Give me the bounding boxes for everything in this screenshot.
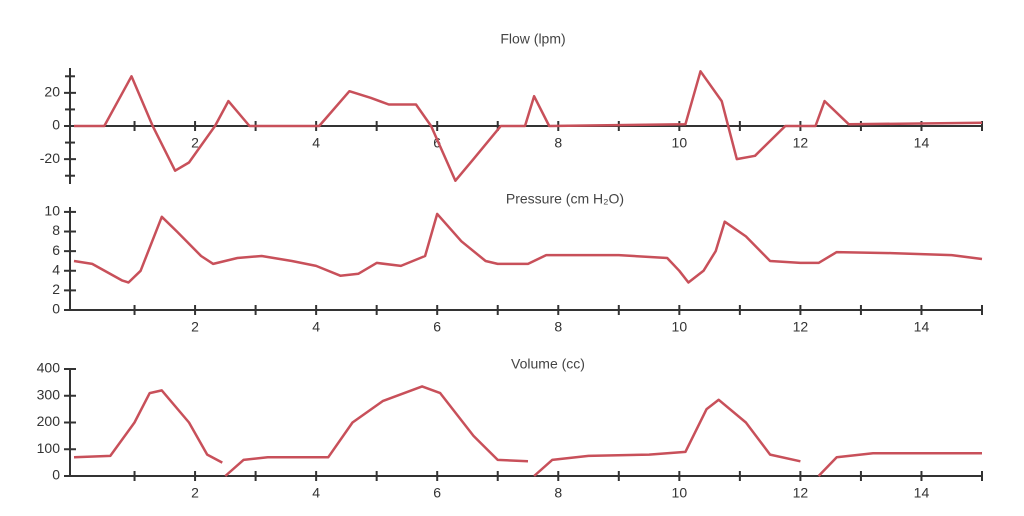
panel-title: Volume (cc) — [511, 356, 585, 372]
y-tick-label: 0 — [52, 117, 60, 133]
y-tick-label: 2 — [52, 281, 60, 297]
x-tick-label: 8 — [554, 135, 562, 151]
x-tick-label: 10 — [672, 485, 688, 501]
y-tick-label: 8 — [52, 222, 60, 238]
x-tick-label: 14 — [914, 485, 930, 501]
x-tick-label: 8 — [554, 485, 562, 501]
x-tick-label: 8 — [554, 319, 562, 335]
y-tick-label: -20 — [40, 150, 60, 166]
x-tick-label: 4 — [312, 319, 320, 335]
x-tick-label: 2 — [191, 485, 199, 501]
data-line — [73, 212, 983, 284]
y-tick-label: 400 — [37, 360, 61, 376]
x-tick-label: 6 — [433, 485, 441, 501]
x-tick-label: 4 — [312, 485, 320, 501]
panel-title: Flow (lpm) — [500, 31, 565, 47]
x-tick-label: 2 — [191, 319, 199, 335]
x-tick-label: 12 — [793, 319, 809, 335]
x-tick-label: 2 — [191, 135, 199, 151]
y-tick-label: 300 — [37, 386, 61, 402]
x-tick-label: 10 — [672, 319, 688, 335]
panel-title: Pressure (cm H₂O) — [506, 191, 624, 207]
y-tick-label: 20 — [44, 84, 60, 100]
x-tick-label: 12 — [793, 135, 809, 151]
x-tick-label: 12 — [793, 485, 809, 501]
y-tick-label: 0 — [52, 467, 60, 483]
y-tick-label: 4 — [52, 261, 60, 277]
y-tick-label: 200 — [37, 413, 61, 429]
y-tick-label: 100 — [37, 440, 61, 456]
y-tick-label: 6 — [52, 242, 60, 258]
x-tick-label: 4 — [312, 135, 320, 151]
data-line — [73, 385, 982, 477]
x-tick-label: 6 — [433, 319, 441, 335]
x-tick-label: 14 — [914, 319, 930, 335]
data-line — [74, 70, 983, 182]
x-tick-label: 10 — [672, 135, 688, 151]
x-tick-label: 14 — [914, 135, 930, 151]
y-tick-label: 0 — [52, 301, 60, 317]
y-tick-label: 10 — [44, 203, 60, 219]
